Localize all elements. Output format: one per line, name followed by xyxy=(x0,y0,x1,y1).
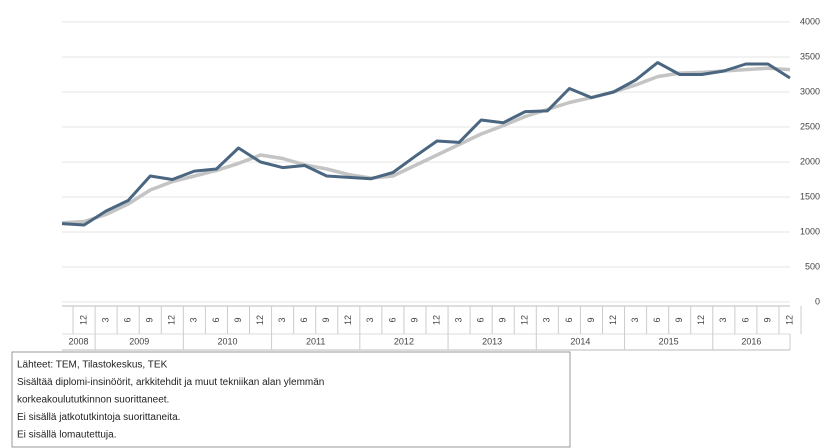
series-line xyxy=(61,61,791,227)
year-label: 2010 xyxy=(217,336,237,346)
x-tick-label: 6 xyxy=(476,317,486,322)
x-tick-label: 12 xyxy=(343,315,353,325)
x-tick-label: 6 xyxy=(299,317,309,322)
y-tick-label: 0 xyxy=(815,296,820,306)
note: korkeakoulututkinnon suorittaneet. xyxy=(17,395,169,406)
x-tick-label: 9 xyxy=(321,317,331,322)
note: Lähteet: TEM, Tilastokeskus, TEK xyxy=(17,360,168,371)
year-label: 2015 xyxy=(659,336,679,346)
x-tick-label: 6 xyxy=(652,317,662,322)
x-tick-label: 3 xyxy=(453,317,463,322)
x-tick-label: 12 xyxy=(608,315,618,325)
y-tick-label: 3000 xyxy=(800,86,820,96)
x-tick-label: 9 xyxy=(498,317,508,322)
year-label: 2008 xyxy=(69,336,89,346)
x-tick-label: 9 xyxy=(674,317,684,322)
x-tick-label: 6 xyxy=(123,317,133,322)
x-tick-label: 6 xyxy=(211,317,221,322)
year-label: 2012 xyxy=(394,336,414,346)
y-tick-label: 2500 xyxy=(800,121,820,131)
y-tick-label: 500 xyxy=(805,261,820,271)
note: Ei sisällä lomautettuja. xyxy=(17,430,117,441)
x-tick-label: 12 xyxy=(520,315,530,325)
year-label: 2009 xyxy=(129,336,149,346)
notes-box xyxy=(11,351,571,448)
x-tick-label: 3 xyxy=(189,317,199,322)
x-tick-label: 12 xyxy=(696,315,706,325)
x-tick-label: 6 xyxy=(564,317,574,322)
x-tick-label: 6 xyxy=(740,317,750,322)
x-tick-label: 3 xyxy=(630,317,640,322)
x-tick-label: 3 xyxy=(100,317,110,322)
year-label: 2011 xyxy=(306,336,325,346)
x-tick-label: 9 xyxy=(762,317,772,322)
x-tick-label: 12 xyxy=(167,315,177,325)
y-tick-label: 2000 xyxy=(800,156,820,166)
year-label: 2014 xyxy=(570,336,590,346)
y-tick-label: 1000 xyxy=(800,226,820,236)
x-tick-label: 9 xyxy=(233,317,243,322)
note: Sisältää diplomi-insinöörit, arkkitehdit… xyxy=(17,377,324,388)
x-tick-label: 3 xyxy=(277,317,287,322)
x-tick-label: 3 xyxy=(718,317,728,322)
series-line xyxy=(61,66,791,225)
year-label: 2013 xyxy=(482,336,502,346)
note: Ei sisällä jatkotutkintoja suorittaneita… xyxy=(17,412,180,423)
x-tick-label: 3 xyxy=(365,317,375,322)
y-tick-label: 1500 xyxy=(800,191,820,201)
x-tick-label: 9 xyxy=(145,317,155,322)
y-tick-label: 4000 xyxy=(800,16,820,26)
y-tick-label: 3500 xyxy=(800,51,820,61)
x-tick-label: 12 xyxy=(255,315,265,325)
x-tick-label: 3 xyxy=(542,317,552,322)
year-label: 2016 xyxy=(741,336,761,346)
x-tick-label: 9 xyxy=(409,317,419,322)
x-tick-label: 12 xyxy=(78,315,88,325)
x-tick-label: 6 xyxy=(387,317,397,322)
x-tick-label: 12 xyxy=(784,315,794,325)
x-tick-label: 9 xyxy=(586,317,596,322)
x-tick-label: 12 xyxy=(431,315,441,325)
